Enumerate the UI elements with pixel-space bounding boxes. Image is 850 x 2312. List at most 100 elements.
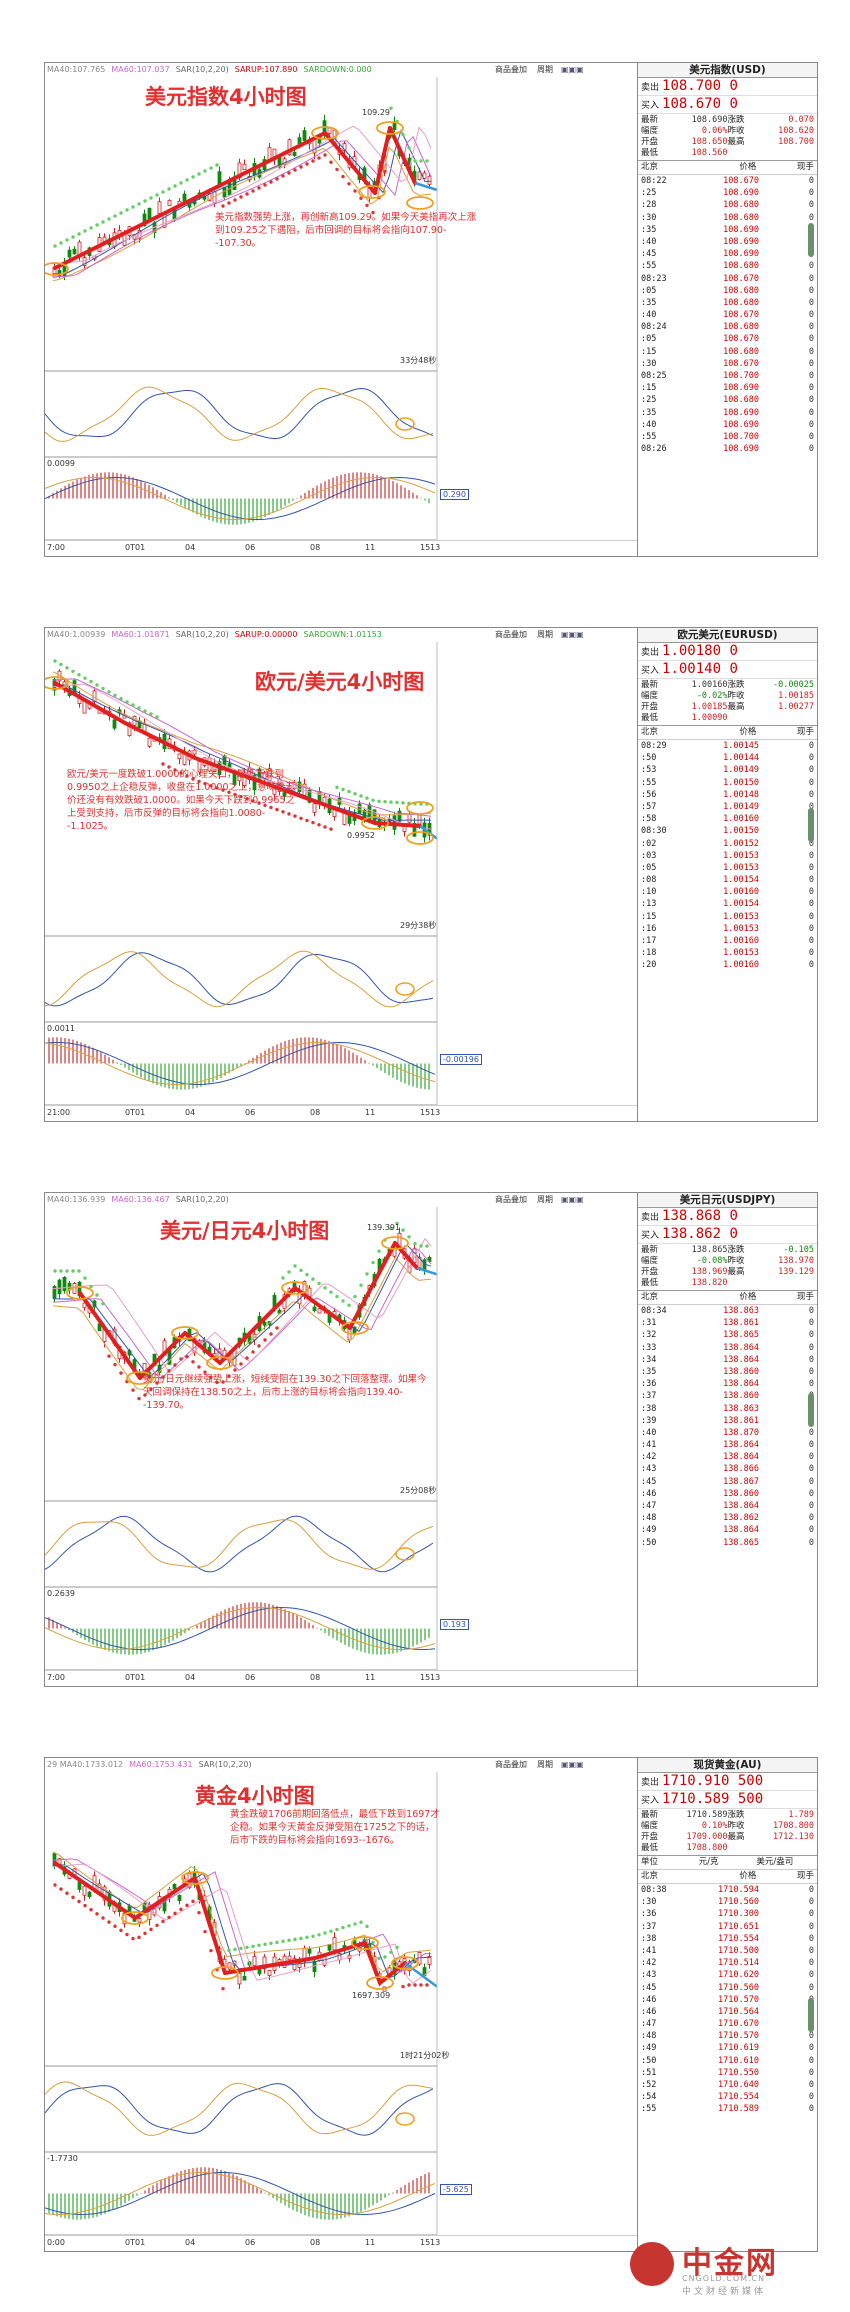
stat-cell: 1708.800 — [686, 1843, 728, 1853]
legend-item: SARUP:107.890 — [234, 65, 298, 74]
candle-body — [262, 1321, 267, 1326]
sar-dot — [197, 172, 201, 176]
sar-dot — [209, 784, 213, 788]
scrollbar-thumb[interactable] — [808, 1393, 814, 1427]
highlight-circle — [391, 1956, 419, 1970]
ticks-list: 08:22 108.670 0:25 108.690 0:28 108.680 0:30 10… — [638, 175, 817, 455]
ticks-header-cell: 北京 — [641, 1871, 659, 1881]
tick-cell: 0 — [759, 1994, 814, 2006]
stat-cell: 1709.000 — [686, 1832, 728, 1842]
sar-dot — [287, 1938, 291, 1943]
tick-cell: 0 — [808, 1897, 814, 1908]
tick-cell: 1710.554 — [718, 2092, 759, 2103]
candle-body — [237, 1972, 242, 1985]
stat-cell: 最新 — [641, 115, 659, 125]
tick-row: :41 138.864 0 — [638, 1439, 817, 1451]
sar-dot — [251, 1944, 255, 1949]
sar-dot — [401, 1228, 405, 1232]
tick-row: :15 108.690 0 — [638, 382, 817, 394]
tick-cell: 0 — [808, 765, 814, 776]
indicator-legend: MA40:136.939 MA60:136.467 SAR(10,2,20) — [47, 1195, 235, 1204]
tick-cell: 08:30 — [641, 826, 667, 837]
tick-cell: :35 — [641, 407, 657, 418]
sar-dot — [203, 1929, 207, 1934]
xaxis-tick-label: 13 — [430, 1108, 441, 1117]
trend-line — [313, 1941, 367, 1960]
ma-line — [52, 125, 432, 265]
sar-dot — [299, 1936, 303, 1941]
window-controls-icon[interactable]: ▣▣▣ — [561, 1195, 584, 1204]
sar-dot — [95, 1912, 99, 1916]
overlay-button[interactable]: 商品叠加 — [495, 1195, 527, 1204]
eur-chart: MA40:1.00939 MA60:1.01871 SAR(10,2,20) SARU… — [45, 628, 638, 1121]
ticks-header-cell: 现手 — [797, 1871, 815, 1881]
sar-dot — [221, 204, 225, 208]
analysis-note: 美元指数强势上涨，再创新高109.29。如果今天美指再次上涨到109.25之下遇… — [215, 212, 477, 249]
tick-row: :05 108.680 0 — [638, 285, 817, 297]
scrollbar-thumb[interactable] — [808, 808, 814, 842]
ticks-header-cell: 北京 — [641, 162, 659, 172]
tick-cell: 0 — [808, 911, 814, 922]
tick-cell: 0 — [759, 1403, 814, 1415]
stat-cell: 开盘 — [641, 1267, 659, 1277]
logo-name: 中金网 — [682, 2246, 778, 2281]
sar-dot — [89, 226, 93, 230]
tick-cell: 138.861 — [723, 1318, 759, 1329]
macd-left-value: 0.0011 — [47, 1024, 75, 1033]
candle-body — [307, 1948, 312, 1954]
stat-cell: 最新 — [641, 680, 659, 690]
sar-dot — [257, 801, 261, 805]
scrollbar-thumb[interactable] — [808, 1998, 814, 2032]
tick-cell: 0 — [808, 838, 814, 849]
period-button[interactable]: 周期 — [537, 1760, 553, 1769]
jpy-chart-svg — [45, 1207, 637, 1671]
sar-dot — [209, 1948, 213, 1953]
tick-cell: 108.680 — [723, 297, 759, 308]
tick-cell: 0 — [808, 1488, 814, 1499]
xaxis-tick-label: 7:00 — [47, 1673, 65, 1682]
candle — [52, 1284, 57, 1303]
tick-cell: :37 — [641, 1921, 657, 1932]
tick-cell: 1.00144 — [723, 753, 759, 764]
period-button[interactable]: 周期 — [537, 65, 553, 74]
scrollbar-thumb[interactable] — [808, 223, 814, 257]
sell-price: 1.00180 0 — [662, 643, 738, 659]
candle — [312, 1303, 317, 1313]
candle — [242, 159, 247, 171]
highlight-circle — [341, 1321, 369, 1335]
window-controls-icon[interactable]: ▣▣▣ — [561, 630, 584, 639]
overlay-button[interactable]: 商品叠加 — [495, 630, 527, 639]
chart-title: 美元指数4小时图 — [145, 85, 307, 109]
overlay-button[interactable]: 商品叠加 — [495, 65, 527, 74]
stat-cell: 最高 — [727, 1832, 745, 1842]
tick-cell: 108.670 — [723, 334, 759, 345]
xaxis-tick-label: 06 — [245, 2238, 256, 2247]
sar-dot — [269, 180, 273, 184]
quote-stats: 最新 1.00160 涨跌 -0.00025 幅度 -0.02% 昨收 1.00185 开盘 1.… — [638, 679, 817, 726]
sar-dot — [347, 789, 351, 794]
overlay-button[interactable]: 商品叠加 — [495, 1760, 527, 1769]
window-controls-icon[interactable]: ▣▣▣ — [561, 65, 584, 74]
tick-cell: 0 — [808, 1366, 814, 1377]
period-button[interactable]: 周期 — [537, 1195, 553, 1204]
tick-cell: :40 — [641, 236, 657, 247]
xaxis-tick-label: 11 — [365, 1108, 376, 1117]
tick-cell: :33 — [641, 1342, 657, 1353]
tick-row: :18 1.00153 0 — [638, 947, 817, 959]
candle — [82, 1302, 87, 1311]
ticks-header: 北京 价格 现手 — [638, 1291, 817, 1305]
candle — [177, 753, 182, 765]
period-button[interactable]: 周期 — [537, 630, 553, 639]
candle-body — [317, 1308, 322, 1314]
stat-cell: 最低 — [641, 713, 659, 723]
xaxis-tick-label: 15 — [420, 2238, 431, 2247]
tick-cell: 0 — [808, 1440, 814, 1451]
logo-url: CNGOLD.COM.CN — [682, 2274, 766, 2283]
window-controls-icon[interactable]: ▣▣▣ — [561, 1760, 584, 1769]
sar-dot — [407, 146, 411, 150]
tick-cell: 1.00160 — [723, 936, 759, 946]
candle-body — [87, 1891, 92, 1898]
tick-cell: 0 — [808, 1379, 814, 1390]
tick-row: :40 108.690 0 — [638, 419, 817, 431]
